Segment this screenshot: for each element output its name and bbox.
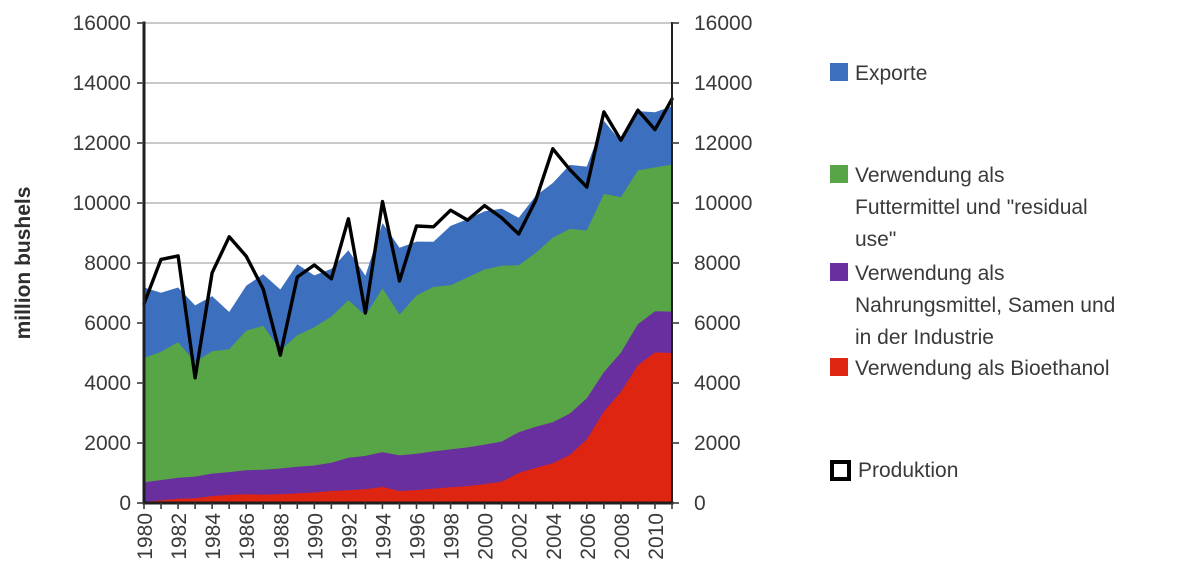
x-tick-label: 2004 [543,513,566,560]
y-tick-label-left: 12000 [73,132,131,155]
y-tick-label-left: 0 [119,492,131,515]
legend-swatch-produktion-icon [830,460,851,481]
x-tick-label: 2010 [645,513,668,560]
y-tick-label-right: 10000 [694,192,752,215]
y-tick-label-left: 2000 [84,432,131,455]
legend-label-bioethanol: Verwendung als Bioethanol [855,353,1110,385]
y-tick-label-left: 6000 [84,312,131,335]
legend-swatch-bioethanol-icon [830,358,848,376]
y-tick-label-right: 6000 [694,312,741,335]
legend-label-line: Exporte [855,62,928,85]
x-tick-label: 2008 [611,513,634,560]
x-tick-label: 1984 [202,513,225,560]
x-tick-label: 1998 [441,513,464,560]
x-tick-label: 1980 [134,513,157,560]
legend-label-line: Verwendung als [855,164,1005,187]
y-tick-label-right: 0 [694,492,706,515]
legend-item-futtermittel: Verwendung als Futtermittel und "residual… [830,160,1088,256]
y-tick-label-left: 14000 [73,72,131,95]
y-tick-label-right: 4000 [694,372,741,395]
x-tick-label: 1986 [236,513,259,560]
x-tick-label: 1994 [372,513,395,560]
y-tick-label-right: 2000 [694,432,741,455]
y-tick-label-right: 8000 [694,252,741,275]
legend-item-produktion: Produktion [830,455,958,487]
area-futtermittel [144,164,672,503]
y-tick-label-left: 4000 [84,372,131,395]
legend-label-nahrungsmittel: Verwendung als Nahrungsmittel, Samen und i… [855,258,1115,354]
line-produktion [142,97,674,380]
legend-item-exporte: Exporte [830,58,927,90]
legend-swatch-exporte-icon [830,63,848,81]
y-tick-label-right: 12000 [694,132,752,155]
legend-label-line: in der Industrie [855,326,994,349]
legend-label-exporte: Exporte [855,58,927,90]
legend-label-line: Verwendung als [855,262,1005,285]
legend-label-line: Produktion [858,459,959,482]
x-tick-label: 1990 [304,513,327,560]
x-tick-label: 1992 [338,513,361,560]
x-tick-label: 2002 [509,513,532,560]
legend-label-futtermittel: Verwendung als Futtermittel und "residual… [855,160,1088,256]
legend-label-line: use" [855,228,897,251]
x-tick-label: 1988 [270,513,293,560]
legend-label-line: Futtermittel und "residual [855,196,1088,219]
legend-label-line: Nahrungsmittel, Samen und [855,294,1116,317]
y-tick-label-left: 16000 [73,12,131,35]
x-tick-label: 2000 [475,513,498,560]
y-tick-label-right: 14000 [694,72,752,95]
y-tick-label-right: 16000 [694,12,752,35]
legend-item-bioethanol: Verwendung als Bioethanol [830,353,1110,385]
y-tick-label-left: 8000 [84,252,131,275]
chart-plot-area: 0 0 2000 2000 4000 4000 6000 6000 8000 8000 10000 1… [12,12,752,560]
x-tick-label: 1982 [168,513,191,560]
y-tick-label-left: 10000 [73,192,131,215]
x-tick-label: 1996 [407,513,430,560]
y-axis-title: million bushels [12,187,35,340]
legend-swatch-nahrungsmittel-icon [830,263,848,281]
legend-label-produktion: Produktion [858,455,958,487]
area-nahrungsmittel [144,311,672,503]
x-tick-label: 2006 [577,513,600,560]
area-bioethanol [144,352,672,503]
legend-item-nahrungsmittel: Verwendung als Nahrungsmittel, Samen und i… [830,258,1115,354]
legend-swatch-futtermittel-icon [830,165,848,183]
legend-label-line: Verwendung als Bioethanol [855,357,1110,380]
